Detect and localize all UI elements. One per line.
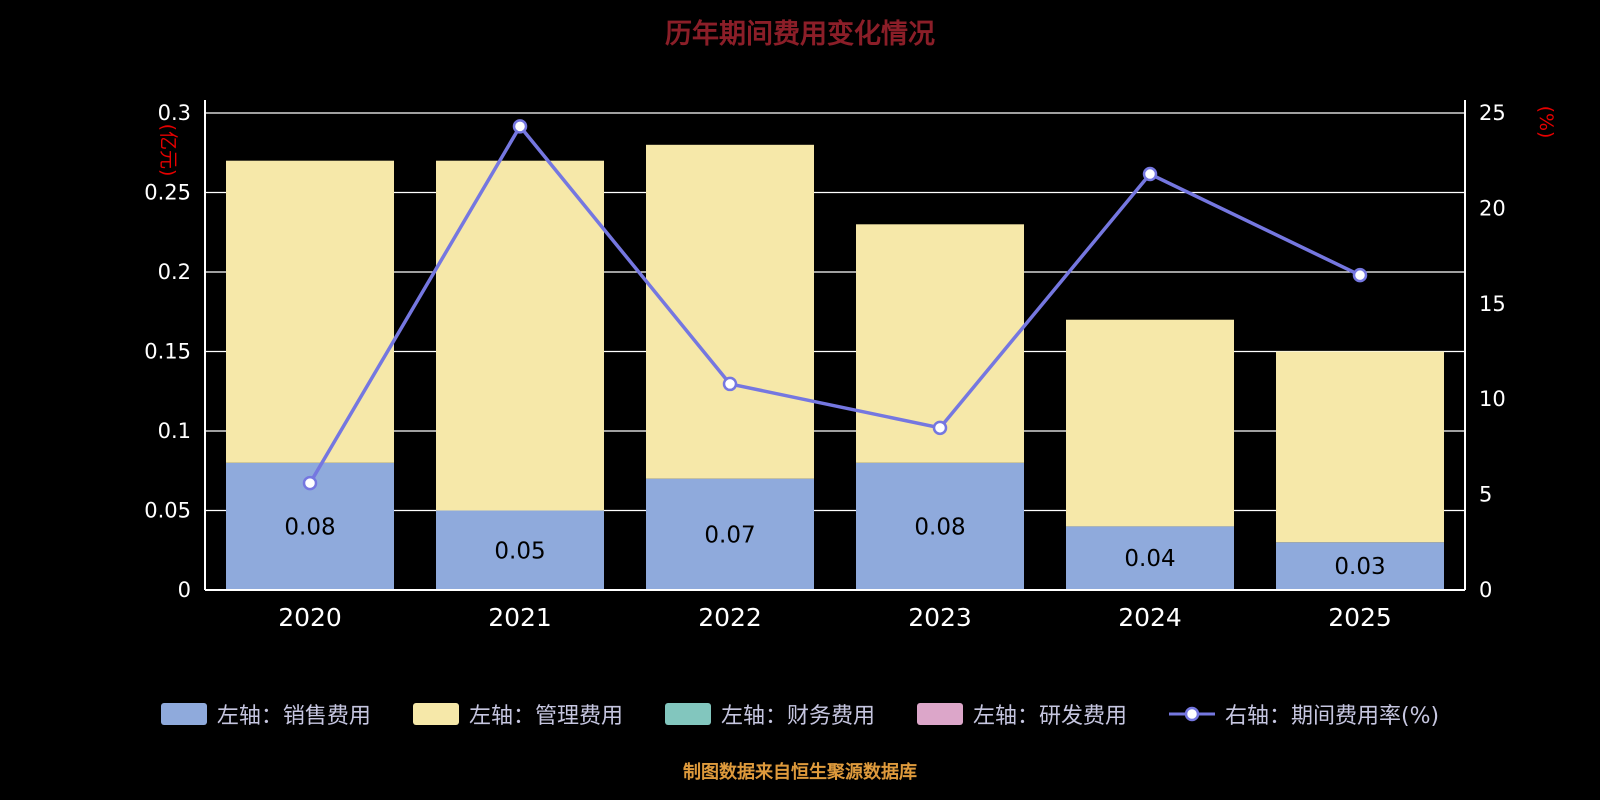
bar-value-label: 0.08 <box>284 514 335 540</box>
right-axis-tick: 10 <box>1479 387 1506 411</box>
bar-segment <box>436 510 604 590</box>
legend-item-5[interactable]: 右轴：期间费用率(%) <box>1168 698 1440 730</box>
legend-swatch <box>664 703 711 725</box>
x-axis-label: 2022 <box>698 603 762 632</box>
bar-segment <box>856 462 1024 590</box>
legend-label: 左轴：研发费用 <box>972 704 1127 729</box>
bar-segment <box>436 160 604 511</box>
left-axis-unit: (亿元) <box>157 124 179 177</box>
legend-item-4[interactable]: 左轴：研发费用 <box>916 698 1127 730</box>
right-axis-tick: 0 <box>1479 578 1492 602</box>
bar-segment <box>1066 319 1234 527</box>
line-marker <box>1352 267 1368 283</box>
gridlines <box>205 112 1465 512</box>
bar-segment <box>646 144 814 479</box>
bar-value-label: 0.05 <box>494 538 545 564</box>
bar-segment <box>1066 526 1234 590</box>
chart-subtitle: 制图数据来自恒生聚源数据库 <box>683 762 917 783</box>
bar-value-label: 0.04 <box>1124 546 1175 572</box>
right-axis-unit: (%) <box>1535 106 1557 139</box>
left-axis-tick: 0.2 <box>158 260 191 284</box>
legend-line-marker <box>1168 706 1215 722</box>
legend-label: 右轴：期间费用率(%) <box>1224 704 1440 729</box>
line-marker <box>1142 166 1158 182</box>
chart-legend: 左轴：销售费用 左轴：管理费用 左轴：财务费用 左轴：研发费用 右轴：期间费用率(%) <box>0 698 1600 730</box>
legend-swatch <box>412 703 459 725</box>
axes <box>204 100 1466 591</box>
left-axis-tick: 0.05 <box>144 499 191 523</box>
x-axis-label: 2020 <box>278 603 342 632</box>
bar-value-label: 0.03 <box>1334 554 1385 580</box>
x-axis-label: 2021 <box>488 603 552 632</box>
left-axis-tick: 0 <box>178 578 191 602</box>
x-axis-label: 2025 <box>1328 603 1392 632</box>
left-axis-tick: 0.1 <box>158 419 191 443</box>
bar-series: 0.08 0.05 0.07 0.08 0.04 0.03 <box>226 144 1444 590</box>
right-axis-tick: 15 <box>1479 292 1506 316</box>
left-axis-tick: 0.3 <box>158 101 191 125</box>
right-axis-tick: 5 <box>1479 483 1492 507</box>
legend-label: 左轴：销售费用 <box>216 704 371 729</box>
legend-swatch <box>160 703 207 725</box>
line-series <box>302 119 1368 491</box>
bar-value-label: 0.08 <box>914 514 965 540</box>
bar-segment <box>646 478 814 590</box>
right-axis-tick: 20 <box>1479 196 1506 220</box>
legend-label: 左轴：财务费用 <box>720 704 875 729</box>
line-marker <box>302 475 318 491</box>
bar-segment <box>1276 542 1444 590</box>
x-axis-label: 2024 <box>1118 603 1182 632</box>
line-marker <box>932 420 948 436</box>
bar-segment <box>226 160 394 463</box>
trend-line <box>308 123 1361 485</box>
left-axis-tick: 0.25 <box>144 181 191 205</box>
left-axis-tick: 0.15 <box>144 340 191 364</box>
legend-swatch <box>916 703 963 725</box>
line-marker <box>722 376 738 392</box>
chart-canvas: 0.08 0.05 0.07 0.08 0.04 0.03 0 0.05 0.1 0.15 0.2 0… <box>144 100 1557 632</box>
x-axis-label: 2023 <box>908 603 972 632</box>
bar-segment <box>1276 351 1444 543</box>
chart-title: 历年期间费用变化情况 <box>665 19 935 50</box>
right-axis-tick: 25 <box>1479 101 1506 125</box>
line-marker <box>512 119 528 134</box>
legend-item-2[interactable]: 左轴：管理费用 <box>412 698 623 730</box>
legend-item-3[interactable]: 左轴：财务费用 <box>664 698 875 730</box>
legend-item-1[interactable]: 左轴：销售费用 <box>160 698 371 730</box>
bar-value-label: 0.07 <box>704 522 755 548</box>
legend-label: 左轴：管理费用 <box>468 704 623 729</box>
